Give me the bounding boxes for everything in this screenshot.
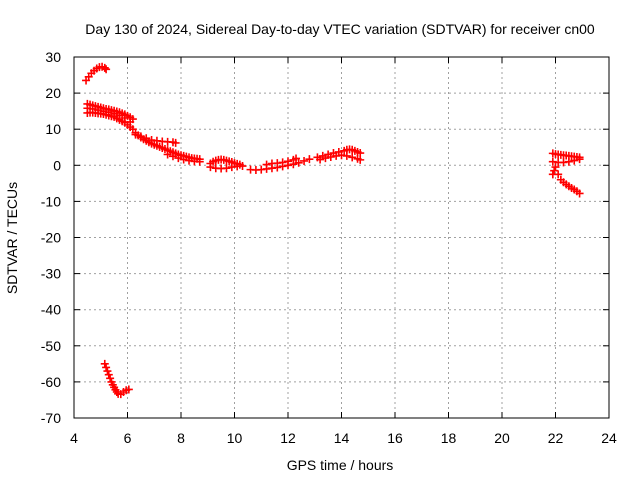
data-point <box>102 65 111 74</box>
data-point <box>554 170 563 179</box>
data-point <box>102 363 111 372</box>
y-tick-label: -40 <box>41 302 61 318</box>
x-tick-label: 18 <box>441 430 457 446</box>
series-arc-trough-2 <box>246 158 303 174</box>
data-point <box>115 111 124 120</box>
y-tick-label: 30 <box>45 49 61 65</box>
series-arc-trough-2-upper <box>262 154 301 169</box>
data-point <box>124 385 133 394</box>
data-point <box>206 163 215 172</box>
y-tick-label: -30 <box>41 266 61 282</box>
data-point <box>342 151 351 160</box>
data-point <box>316 155 325 164</box>
data-point <box>284 157 292 166</box>
data-point <box>174 154 183 163</box>
data-point <box>551 163 560 172</box>
data-point <box>100 63 109 72</box>
data-point <box>104 370 113 379</box>
data-point <box>94 106 103 115</box>
x-tick-label: 22 <box>548 430 564 446</box>
y-tick-label: 20 <box>45 85 61 101</box>
x-tick-label: 20 <box>494 430 510 446</box>
series-arc-late-2 <box>548 163 584 198</box>
x-tick-label: 12 <box>280 430 296 446</box>
y-tick-label: 10 <box>45 121 61 137</box>
series-arc-rise-lower <box>316 151 365 164</box>
x-tick-label: 4 <box>70 430 78 446</box>
data-point <box>179 155 188 164</box>
series-arc-rise <box>300 145 365 165</box>
data-point <box>103 367 112 376</box>
data-point <box>222 164 231 173</box>
y-tick-label: -20 <box>41 230 61 246</box>
data-point <box>195 157 204 166</box>
data-point <box>171 138 180 147</box>
series-arc-main-mid <box>83 104 135 126</box>
data-point <box>110 109 119 118</box>
x-tick-label: 16 <box>387 430 403 446</box>
data-points <box>82 62 584 399</box>
data-point <box>112 388 121 397</box>
data-point <box>238 162 247 171</box>
data-point <box>300 156 309 165</box>
data-point <box>550 166 559 175</box>
y-axis-label: SDTVAR / TECUs <box>4 182 20 294</box>
series-arc-high <box>82 62 111 85</box>
series-arc-trough-1 <box>206 155 244 169</box>
y-tick-label: -60 <box>41 374 61 390</box>
grid <box>74 57 609 418</box>
series-arc-trough-1-lower <box>206 162 247 173</box>
data-point <box>292 154 301 163</box>
series-arc-descent-lower <box>163 150 204 166</box>
data-point <box>136 132 145 141</box>
data-point <box>326 152 335 161</box>
data-point <box>294 158 303 167</box>
data-point <box>131 130 140 139</box>
y-tick-label: -50 <box>41 338 61 354</box>
data-point <box>564 157 573 166</box>
x-tick-label: 24 <box>601 430 617 446</box>
axis-ticks: 4 6 8 10 12 14 16 18 20 22 24 -70 -60 -50 -40 -30 -20 -10… <box>41 49 617 446</box>
data-point <box>278 158 287 167</box>
data-point <box>126 117 135 126</box>
data-point <box>142 134 151 143</box>
chart-title: Day 130 of 2024, Sidereal Day-to-day VTE… <box>85 21 595 37</box>
data-point <box>575 155 584 164</box>
series-arc-late-1-lower <box>548 155 584 167</box>
series-arc-negative <box>100 359 133 399</box>
data-point <box>99 107 108 116</box>
data-point <box>104 108 113 117</box>
data-point <box>570 156 579 165</box>
data-point <box>321 154 330 163</box>
y-tick-label: 0 <box>53 157 61 173</box>
data-point <box>106 374 115 383</box>
data-point <box>163 150 172 159</box>
y-tick-label: -10 <box>41 193 61 209</box>
data-point <box>305 155 314 164</box>
data-point <box>356 149 365 158</box>
y-tick-label: -70 <box>41 410 61 426</box>
x-tick-label: 10 <box>227 430 243 446</box>
series-arc-descent-upper <box>131 130 180 147</box>
data-point <box>575 189 584 198</box>
data-point <box>100 359 109 368</box>
data-point <box>348 153 357 162</box>
data-point <box>120 114 129 123</box>
x-tick-label: 6 <box>124 430 132 446</box>
x-tick-label: 14 <box>334 430 350 446</box>
data-point <box>262 160 271 169</box>
data-point <box>168 152 177 161</box>
x-tick-label: 8 <box>177 430 185 446</box>
data-point <box>88 104 97 113</box>
data-point <box>356 155 365 164</box>
x-axis-label: GPS time / hours <box>287 457 394 473</box>
